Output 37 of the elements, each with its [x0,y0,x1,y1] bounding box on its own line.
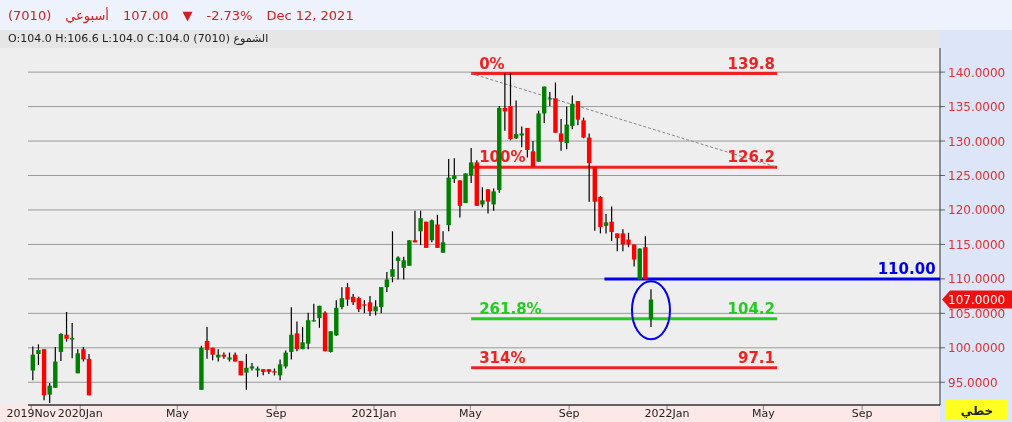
x-tick-label: Sep [265,407,287,420]
text: 107.00 [122,7,169,23]
text: (7010) [8,7,52,23]
x-tick-label: May [165,407,190,420]
text: الشموع (7010) O:104.0 H:106.6 L:104.0 C:104.0 [8,32,269,45]
annotation: 261.8% [479,299,542,318]
annotation: 104.2 [727,299,776,318]
y-tick-label: 140.0000 [948,65,1006,80]
annotation: 110.00 [877,259,936,278]
annotation: 314% [479,348,526,367]
annotation: 0% [479,54,505,73]
text: Dec 12, 2021 [266,7,354,23]
annotation: 97.1 [738,348,776,367]
y-tick-label: 125.0000 [948,169,1006,183]
annotation: 126.2 [727,148,776,167]
y-tick-label: 105.0000 [948,306,1006,321]
y-tick-label: 110.0000 [948,272,1006,287]
x-tick-label: May [752,407,776,420]
x-tick-label: 2022Jan [644,407,690,420]
annotation: 139.8 [727,54,776,73]
text: -2.73% [206,7,253,23]
x-tick-label: 2020Jan [57,407,103,420]
y-tick-label: 95.0000 [948,375,998,390]
x-tick-label: 2019Nov [6,407,57,420]
x-tick-label: May [458,407,483,420]
y-tick-label: 115.0000 [948,237,1006,252]
text: خطي [960,404,994,418]
text: ▼ [182,7,193,23]
y-tick-label: 100.0000 [948,341,1006,356]
x-tick-label: Sep [558,407,580,420]
x-tick-label: 2021Jan [351,407,397,420]
text: أسبوعي [65,7,109,23]
y-tick-label: 130.0000 [948,134,1006,149]
y-tick-label: 120.0000 [948,203,1006,218]
x-tick-label: Sep [851,407,873,420]
y-tick-label: 107.0000 [948,293,1006,308]
y-tick-label: 135.0000 [948,100,1006,115]
